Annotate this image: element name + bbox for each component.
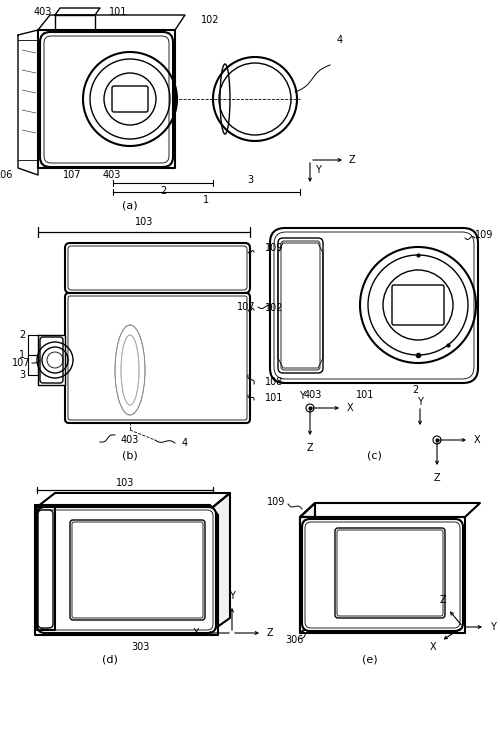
Polygon shape: [35, 505, 218, 635]
Text: (d): (d): [102, 655, 118, 665]
Text: Z: Z: [348, 155, 356, 165]
Polygon shape: [38, 30, 175, 168]
Text: (c): (c): [366, 450, 382, 460]
Text: 303: 303: [131, 642, 149, 652]
Text: 403: 403: [304, 390, 322, 400]
FancyBboxPatch shape: [270, 228, 478, 383]
FancyBboxPatch shape: [278, 238, 323, 373]
Text: X: X: [474, 435, 480, 445]
Text: (e): (e): [362, 655, 378, 665]
Text: 1: 1: [19, 350, 25, 360]
Text: 101: 101: [109, 7, 127, 17]
Text: 2: 2: [19, 330, 25, 340]
Polygon shape: [18, 30, 38, 175]
Text: X: X: [192, 628, 200, 638]
Polygon shape: [37, 493, 230, 507]
Text: 107: 107: [236, 302, 255, 312]
FancyBboxPatch shape: [112, 86, 148, 112]
Polygon shape: [300, 503, 315, 633]
FancyBboxPatch shape: [302, 519, 463, 631]
FancyBboxPatch shape: [40, 32, 173, 167]
Text: X: X: [430, 642, 436, 652]
FancyBboxPatch shape: [70, 520, 205, 620]
Polygon shape: [55, 15, 95, 30]
Text: 103: 103: [135, 217, 153, 227]
Text: 101: 101: [356, 390, 374, 400]
Text: 103: 103: [116, 478, 134, 488]
FancyBboxPatch shape: [392, 285, 444, 325]
Polygon shape: [300, 503, 480, 517]
Text: 1: 1: [203, 195, 209, 205]
Text: Y: Y: [229, 591, 235, 601]
Text: 107: 107: [12, 358, 30, 368]
Text: Z: Z: [440, 595, 446, 605]
Text: 106: 106: [0, 170, 13, 180]
FancyBboxPatch shape: [65, 243, 250, 293]
Text: 403: 403: [34, 7, 52, 17]
Text: Y: Y: [490, 622, 496, 632]
Text: Y: Y: [299, 391, 305, 401]
Text: 108: 108: [265, 377, 283, 387]
Text: Y: Y: [315, 165, 321, 175]
Polygon shape: [37, 507, 55, 630]
Text: 4: 4: [337, 35, 343, 45]
Text: 109: 109: [474, 230, 493, 240]
Text: 109: 109: [265, 243, 283, 253]
FancyBboxPatch shape: [37, 507, 216, 633]
Text: 101: 101: [265, 393, 283, 403]
Polygon shape: [300, 517, 465, 633]
Text: Z: Z: [306, 443, 314, 453]
Text: 403: 403: [121, 435, 139, 445]
Text: 3: 3: [247, 175, 253, 185]
Polygon shape: [38, 15, 185, 30]
Text: 102: 102: [265, 303, 283, 313]
FancyBboxPatch shape: [65, 293, 250, 423]
Text: 2: 2: [160, 186, 166, 196]
Polygon shape: [38, 335, 65, 385]
Text: Y: Y: [417, 397, 423, 407]
Text: 4: 4: [182, 438, 188, 448]
Text: 2: 2: [412, 385, 418, 395]
Text: 102: 102: [201, 15, 219, 25]
Text: (a): (a): [122, 200, 138, 210]
Text: Z: Z: [434, 473, 440, 483]
Text: Z: Z: [266, 628, 274, 638]
Text: X: X: [346, 403, 354, 413]
Text: 403: 403: [103, 170, 121, 180]
Polygon shape: [55, 8, 100, 15]
Polygon shape: [213, 493, 230, 630]
Text: 306: 306: [285, 635, 304, 645]
Text: 107: 107: [63, 170, 81, 180]
Text: 3: 3: [19, 370, 25, 380]
FancyBboxPatch shape: [40, 337, 63, 383]
FancyBboxPatch shape: [38, 510, 53, 628]
Text: (b): (b): [122, 450, 138, 460]
Text: 109: 109: [266, 497, 285, 507]
FancyBboxPatch shape: [335, 528, 445, 618]
